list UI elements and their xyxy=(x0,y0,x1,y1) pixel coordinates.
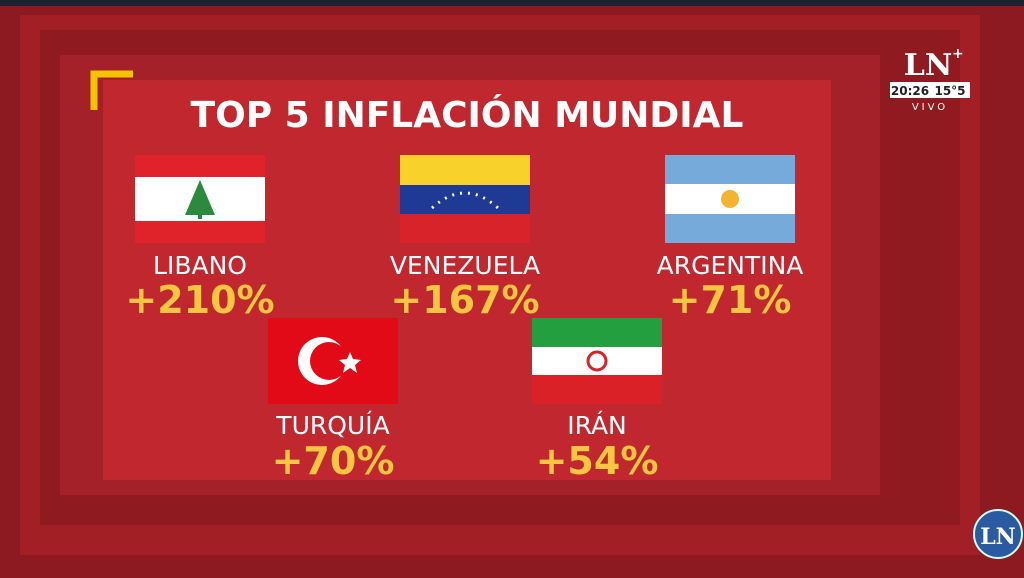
top-strip xyxy=(0,0,1024,6)
live-label: VIVO xyxy=(912,102,948,113)
clock-box xyxy=(890,82,970,98)
country-name: LIBANO xyxy=(153,251,247,280)
inflation-value: +167% xyxy=(390,278,539,322)
panel xyxy=(103,80,831,480)
country-name: TURQUÍA xyxy=(275,411,389,440)
inflation-value: +54% xyxy=(536,439,659,483)
corner-bracket xyxy=(90,70,133,110)
flag-argentina xyxy=(665,155,795,243)
country-name: IRÁN xyxy=(567,411,627,440)
title: TOP 5 INFLACIÓN MUNDIAL xyxy=(191,94,744,136)
flag-lebanon xyxy=(135,155,265,243)
country-name: VENEZUELA xyxy=(390,251,540,280)
flag-venezuela xyxy=(400,155,530,243)
plus: + xyxy=(952,46,964,62)
country-name: ARGENTINA xyxy=(657,251,804,280)
inflation-value: +71% xyxy=(669,278,792,322)
corner-logo-circle xyxy=(973,509,1023,559)
channel-bug: LN + 20:26 15°5 VIVO xyxy=(890,46,970,113)
temperature: 15°5 xyxy=(934,84,965,98)
inflation-value: +210% xyxy=(125,278,274,322)
flag-iran xyxy=(532,318,662,404)
corner-logo: LN xyxy=(980,524,1016,550)
clock-time: 20:26 xyxy=(891,84,929,98)
flag-turkey xyxy=(268,318,398,404)
inflation-value: +70% xyxy=(272,439,395,483)
channel-logo: LN xyxy=(904,48,953,83)
